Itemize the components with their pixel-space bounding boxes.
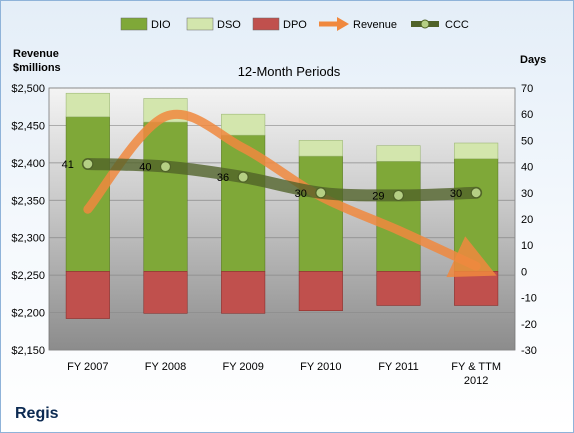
legend-marker-ccc: [420, 19, 430, 29]
legend-label: Revenue: [353, 19, 397, 31]
right-axis-label: Days: [520, 54, 546, 66]
right-tick-label: 30: [521, 188, 533, 200]
gridlines: [49, 87, 515, 351]
bar-dpo: [221, 271, 266, 314]
left-tick-label: $2,400: [11, 158, 45, 170]
ccc-point: [392, 189, 405, 202]
right-axis: -30 -20 -10 0 10 20 30 40 50 60 70: [521, 83, 537, 357]
chart-title: 12-Month Periods: [238, 64, 341, 79]
bar-dpo: [65, 271, 110, 319]
bar-dso: [376, 145, 421, 162]
ccc-point: [315, 187, 327, 199]
left-tick-label: $2,300: [11, 233, 45, 245]
bar-dso: [454, 142, 499, 160]
bar-dpo: [143, 271, 188, 314]
x-tick-label: FY 2011: [378, 361, 419, 373]
left-axis: $2,150 $2,200 $2,250 $2,300 $2,350 $2,400 $2,4…: [11, 83, 45, 357]
right-tick-label: 20: [521, 214, 533, 226]
right-tick-label: 70: [521, 83, 533, 95]
ccc-data-label: 30: [295, 188, 307, 200]
revenue-series: [83, 109, 497, 278]
legend: DIO DSO DPO Revenue CCC: [120, 17, 469, 31]
left-tick-label: $2,250: [11, 270, 45, 282]
bar-dpo: [298, 271, 343, 311]
x-axis: FY 2007 FY 2008 FY 2009 FY 2010 FY 2011 FY & …: [67, 361, 501, 387]
ccc-data-label: 29: [372, 190, 384, 202]
left-tick-label: $2,450: [11, 120, 45, 132]
ccc-series: 41 40 36 30 29 30: [62, 157, 483, 202]
right-tick-label: 10: [521, 240, 533, 252]
ccc-line: [81, 157, 483, 202]
x-tick-label: 2012: [464, 375, 488, 387]
right-tick-label: 0: [521, 266, 527, 278]
left-tick-label: $2,500: [11, 83, 45, 95]
ccc-point: [82, 158, 94, 170]
legend-label: DSO: [217, 19, 241, 31]
right-tick-label: -30: [521, 345, 537, 357]
left-axis-label-line1: Revenue: [13, 48, 59, 60]
x-tick-label: FY 2007: [67, 361, 108, 373]
right-tick-label: -20: [521, 319, 537, 331]
bar-dio: [143, 121, 188, 272]
legend-label: DPO: [283, 19, 307, 31]
right-tick-label: 40: [521, 162, 533, 174]
legend-swatch-dso: [186, 17, 214, 31]
bar-dpo: [454, 271, 499, 306]
left-tick-label: $2,150: [11, 345, 45, 357]
right-tick-label: -10: [521, 293, 537, 305]
legend-arrow-icon: [337, 17, 349, 31]
bar-dso: [298, 140, 343, 157]
x-tick-label: FY 2009: [222, 361, 263, 373]
left-tick-label: $2,350: [11, 195, 45, 207]
legend-swatch-dpo: [252, 17, 280, 31]
bar-dio: [298, 155, 343, 272]
bar-dso: [221, 113, 266, 136]
legend-swatch-dio: [120, 17, 148, 31]
ccc-point: [470, 187, 482, 199]
x-tick-label: FY 2008: [145, 361, 186, 373]
right-tick-label: 50: [521, 135, 533, 147]
ccc-point: [159, 161, 172, 173]
legend-label: DIO: [151, 19, 171, 31]
legend-label: CCC: [445, 19, 469, 31]
bar-dso: [65, 92, 110, 118]
left-tick-label: $2,200: [11, 308, 45, 320]
bar-dio: [376, 161, 421, 272]
ccc-point: [237, 171, 249, 183]
revenue-line: [83, 109, 497, 278]
x-tick-label: FY 2010: [300, 361, 341, 373]
ccc-data-label: 30: [450, 188, 462, 200]
plot-area: [48, 87, 516, 351]
bar-dpo: [376, 271, 421, 306]
right-tick-label: 60: [521, 109, 533, 121]
left-axis-label-line2: $millions: [13, 62, 61, 74]
company-name: Regis: [15, 405, 59, 422]
ccc-data-label: 40: [139, 162, 151, 174]
x-tick-label: FY & TTM: [451, 361, 501, 373]
ccc-data-label: 41: [62, 159, 74, 171]
ccc-data-label: 36: [217, 172, 229, 184]
